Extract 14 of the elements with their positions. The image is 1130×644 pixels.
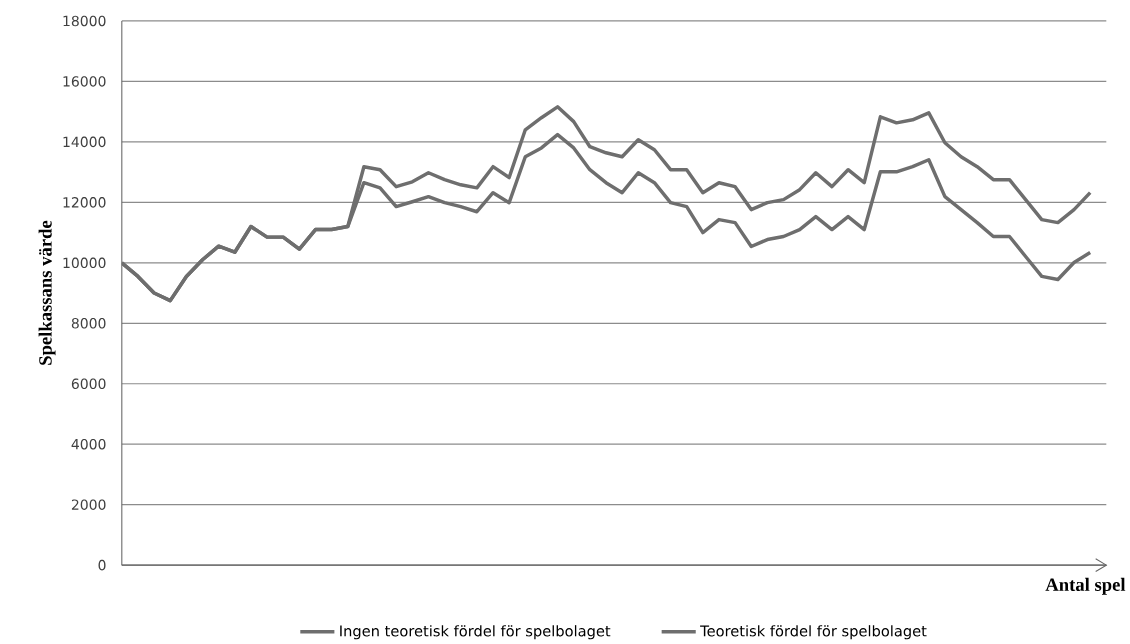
legend-label: Ingen teoretisk fördel för spelbolaget <box>340 625 611 640</box>
x-axis-title: Antal spel <box>1045 578 1126 595</box>
y-tick-label: 6000 <box>71 378 106 390</box>
y-tick-label: 2000 <box>71 499 106 511</box>
y-tick-label: 14000 <box>63 136 106 148</box>
y-tick-label: 4000 <box>71 439 106 450</box>
legend-label: Teoretisk fördel för spelbolaget <box>700 625 927 640</box>
y-tick-label: 0 <box>98 560 106 571</box>
y-tick-label: 10000 <box>63 257 106 269</box>
y-axis-title: Spelkassans värde <box>38 220 56 366</box>
y-tick-label: 18000 <box>63 15 106 27</box>
y-tick-label: 8000 <box>71 318 106 329</box>
y-tick-label: 12000 <box>63 197 106 208</box>
y-tick-label: 16000 <box>63 76 106 87</box>
